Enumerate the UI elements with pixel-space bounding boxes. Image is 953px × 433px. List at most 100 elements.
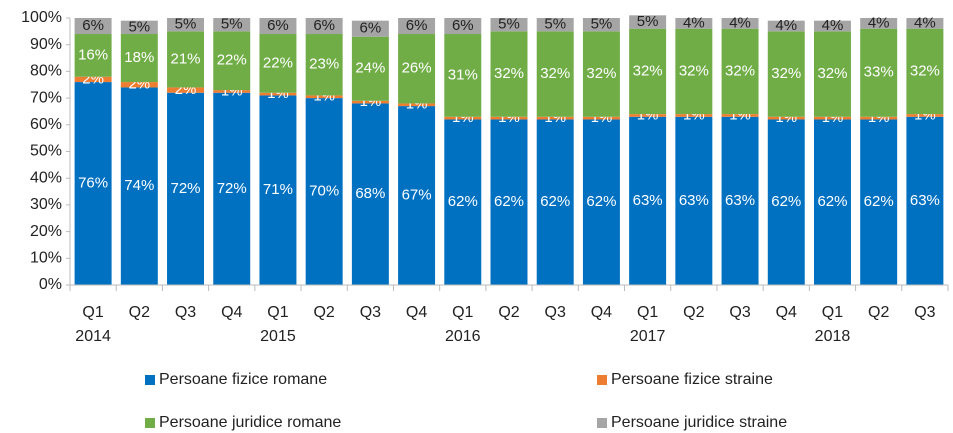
value-label: 4%	[868, 14, 890, 31]
bar-segment	[813, 116, 851, 120]
bar-segment	[305, 98, 343, 285]
value-label: 6%	[452, 17, 474, 34]
value-label: 6%	[406, 17, 428, 34]
bar-segment	[259, 95, 297, 286]
legend-label: Persoane fizice straine	[611, 371, 773, 388]
x-tick-label: Q1	[267, 304, 288, 321]
year-label: 2015	[260, 328, 296, 345]
value-label: 62%	[540, 193, 570, 210]
value-label: 5%	[175, 16, 197, 33]
value-label: 33%	[864, 64, 894, 81]
year-label: 2016	[445, 328, 481, 345]
value-label: 16%	[78, 46, 108, 63]
bar-segment	[351, 100, 389, 104]
bar-segment	[582, 31, 620, 117]
value-label: 63%	[633, 192, 663, 209]
legend-label: Persoane fizice romane	[159, 371, 327, 388]
bar-segment	[860, 18, 898, 29]
bar-segment	[629, 116, 667, 285]
x-tick-label: Q3	[914, 304, 935, 321]
value-label: 62%	[771, 193, 801, 210]
value-label: 72%	[217, 180, 247, 197]
value-label: 32%	[586, 65, 616, 82]
y-tick-label: 90%	[30, 36, 62, 53]
bar-segment	[351, 36, 389, 101]
value-label: 5%	[128, 18, 150, 35]
bar-segment	[351, 20, 389, 37]
value-label: 6%	[313, 17, 335, 34]
bar-segment	[213, 90, 251, 93]
value-label: 70%	[309, 183, 339, 200]
bar-segment	[860, 119, 898, 286]
value-label: 32%	[771, 65, 801, 82]
bar-segment	[444, 119, 482, 286]
x-tick-label: Q2	[313, 304, 334, 321]
bar-segment	[259, 34, 297, 93]
bar-segment	[398, 106, 436, 285]
bar-segment	[536, 116, 574, 120]
bar-segment	[906, 28, 944, 115]
bar-segment	[490, 116, 528, 120]
x-tick-label: Q1	[637, 304, 658, 321]
value-label: 22%	[263, 54, 293, 71]
value-label: 62%	[586, 193, 616, 210]
bar-segment	[813, 31, 851, 117]
x-tick-label: Q2	[498, 304, 519, 321]
value-label: 5%	[591, 16, 613, 33]
value-label: 32%	[494, 65, 524, 82]
value-label: 32%	[633, 62, 663, 79]
x-tick-label: Q3	[545, 304, 566, 321]
x-tick-label: Q4	[406, 304, 427, 321]
value-label: 18%	[124, 49, 154, 66]
value-label: 6%	[360, 20, 382, 37]
x-tick-label: Q3	[360, 304, 381, 321]
value-label: 5%	[637, 13, 659, 30]
bar-segment	[259, 18, 297, 35]
value-label: 71%	[263, 181, 293, 198]
value-label: 22%	[217, 52, 247, 69]
bar-segment	[721, 116, 759, 285]
bar-segment	[860, 28, 898, 117]
bar-segment	[582, 116, 620, 120]
x-tick-label: Q1	[452, 304, 473, 321]
value-label: 5%	[498, 16, 520, 33]
x-tick-label: Q4	[591, 304, 612, 321]
value-label: 63%	[725, 192, 755, 209]
value-label: 5%	[221, 16, 243, 33]
value-label: 24%	[355, 60, 385, 77]
bar-segment	[767, 119, 805, 286]
value-label: 4%	[822, 17, 844, 34]
bar-segment	[536, 119, 574, 286]
bar-segment	[536, 18, 574, 32]
bar-segment	[767, 20, 805, 32]
x-tick-label: Q3	[729, 304, 750, 321]
bar-segment	[490, 119, 528, 286]
value-label: 74%	[124, 177, 154, 194]
value-label: 76%	[78, 175, 108, 192]
bar-segment	[120, 34, 158, 83]
x-tick-label: Q1	[822, 304, 843, 321]
value-label: 32%	[817, 65, 847, 82]
bar-segment	[74, 82, 112, 285]
bar-segment	[490, 31, 528, 117]
value-label: 32%	[679, 62, 709, 79]
value-label: 62%	[817, 193, 847, 210]
y-tick-label: 60%	[30, 116, 62, 133]
bar-segment	[120, 87, 158, 285]
bar-segment	[813, 20, 851, 32]
value-label: 26%	[402, 60, 432, 77]
value-label: 68%	[355, 185, 385, 202]
bar-segment	[398, 34, 436, 104]
y-tick-label: 0%	[39, 276, 62, 293]
bar-segment	[906, 114, 944, 117]
bar-segment	[259, 92, 297, 96]
value-label: 4%	[914, 14, 936, 31]
bar-segment	[536, 31, 574, 117]
legend-swatch	[597, 375, 607, 385]
value-label: 31%	[448, 66, 478, 83]
bar-segment	[305, 34, 343, 96]
value-label: 62%	[494, 193, 524, 210]
y-tick-label: 70%	[30, 89, 62, 106]
legend-swatch	[145, 418, 155, 428]
